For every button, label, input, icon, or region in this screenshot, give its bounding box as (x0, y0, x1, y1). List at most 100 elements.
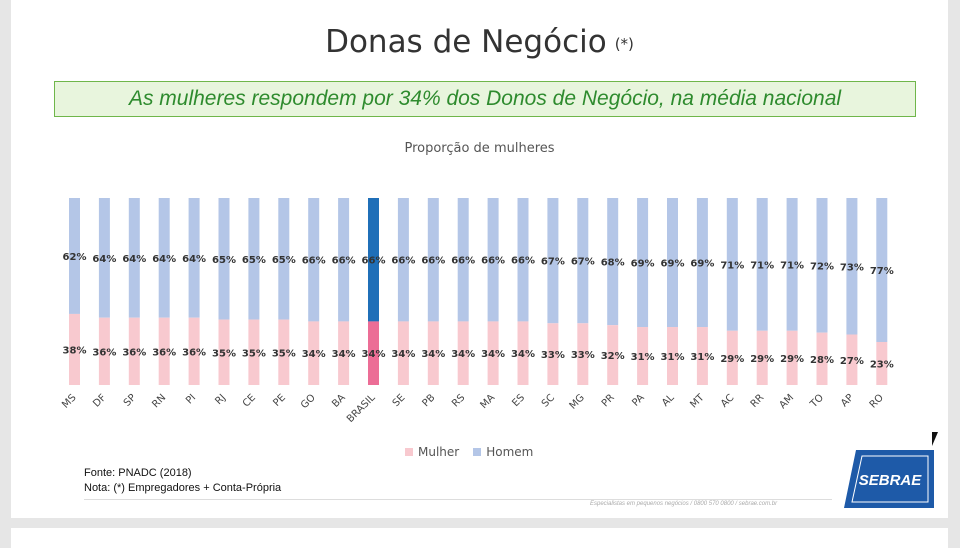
label-homem-ac: 71% (720, 260, 744, 271)
source-note: Fonte: PNADC (2018) Nota: (*) Empregador… (84, 466, 281, 496)
tick-label-ac: AC (719, 392, 736, 409)
bar-homem-pr (607, 198, 619, 326)
bar-mulher-am (786, 330, 798, 385)
label-mulher-ac: 29% (720, 354, 744, 365)
tick-label-ap: AP (839, 392, 856, 409)
tick-label-rj: RJ (213, 392, 228, 407)
bar-homem-pi (188, 198, 200, 318)
tick-label-mt: MT (688, 392, 707, 411)
label-mulher-rn: 36% (152, 347, 176, 358)
label-mulher-sp: 36% (122, 347, 146, 358)
chart-legend: Mulher Homem (405, 445, 533, 459)
bar-mulher-go (308, 321, 320, 385)
chart-title: Proporção de mulheres (404, 141, 555, 156)
tick-label-rr: RR (749, 392, 767, 410)
bar-mulher-pi (188, 317, 200, 385)
label-homem-go: 66% (302, 256, 326, 267)
bar-homem-sp (128, 198, 140, 318)
tick-label-ms: MS (60, 392, 78, 410)
tick-label-se: SE (391, 392, 408, 409)
bar-homem-se (397, 198, 409, 322)
bar-mulher-mt (696, 327, 708, 385)
tick-label-al: AL (660, 392, 677, 409)
label-mulher-pr: 32% (601, 351, 625, 362)
label-mulher-am: 29% (780, 354, 804, 365)
label-mulher-ma: 34% (481, 349, 505, 360)
label-homem-mt: 69% (690, 259, 714, 270)
label-homem-am: 71% (780, 260, 804, 271)
title-note: (*) (614, 34, 634, 53)
label-mulher-mg: 33% (571, 350, 595, 361)
bar-mulher-pa (637, 327, 649, 385)
tick-label-ba: BA (330, 392, 348, 410)
bar-mulher-to (816, 332, 828, 385)
banner-text: As mulheres respondem por 34% dos Donos … (128, 87, 842, 110)
label-homem-sp: 64% (122, 254, 146, 265)
bar-homem-rj (218, 198, 230, 320)
label-mulher-go: 34% (302, 349, 326, 360)
tick-label-pb: PB (421, 392, 438, 409)
bar-mulher-ap (846, 334, 858, 385)
bar-homem-rr (756, 198, 768, 331)
bar-homem-am (786, 198, 798, 331)
bar-homem-go (308, 198, 320, 322)
tick-label-sc: SC (540, 392, 557, 409)
legend-label-homem: Homem (486, 445, 534, 459)
label-homem-ro: 77% (870, 266, 894, 277)
label-mulher-es: 34% (511, 349, 535, 360)
tick-label-pa: PA (630, 392, 647, 409)
label-homem-pb: 66% (421, 256, 445, 267)
label-mulher-ba: 34% (332, 349, 356, 360)
label-homem-ma: 66% (481, 256, 505, 267)
tick-label-ce: CE (241, 392, 258, 409)
label-homem-se: 66% (391, 256, 415, 267)
tick-label-mg: MG (568, 392, 587, 411)
label-homem-brasil: 66% (362, 256, 386, 267)
tick-label-rn: RN (150, 392, 168, 410)
legend-label-mulher: Mulher (418, 445, 460, 459)
bar-mulher-ro (876, 341, 888, 385)
highlight-banner: As mulheres respondem por 34% dos Donos … (54, 81, 916, 117)
bar-homem-brasil (368, 198, 379, 322)
label-homem-ms: 62% (63, 252, 87, 263)
footer-contact: Especialistas em pequenos negócios / 080… (590, 501, 778, 507)
bar-homem-mg (577, 198, 589, 324)
tick-label-to: TO (808, 392, 826, 410)
label-mulher-brasil: 34% (362, 349, 386, 360)
bar-mulher-mg (577, 323, 589, 385)
bar-homem-ba (338, 198, 350, 322)
footnote-text: Nota: (*) Empregadores + Conta-Própria (84, 482, 282, 494)
tick-label-brasil: BRASIL (345, 392, 378, 425)
bar-homem-pb (427, 198, 439, 322)
label-mulher-pa: 31% (631, 352, 655, 363)
tick-label-rs: RS (450, 392, 467, 409)
bar-mulher-sc (547, 323, 559, 385)
slide-title: Donas de Negócio (*) (325, 24, 634, 60)
label-mulher-pb: 34% (421, 349, 445, 360)
bar-homem-ap (846, 198, 858, 335)
bar-homem-ma (487, 198, 499, 322)
label-homem-to: 72% (810, 261, 834, 272)
bar-mulher-ce (248, 319, 260, 385)
tick-label-es: ES (510, 392, 527, 409)
bar-mulher-rj (218, 319, 230, 385)
bar-homem-pa (637, 198, 649, 328)
bar-homem-ro (876, 198, 888, 342)
label-homem-ap: 73% (840, 262, 864, 273)
label-mulher-ro: 23% (870, 359, 894, 370)
bar-mulher-ba (338, 321, 350, 385)
bar-mulher-rs (457, 321, 469, 385)
bar-homem-ac (726, 198, 738, 331)
tick-label-ma: MA (479, 392, 498, 411)
bar-mulher-ma (487, 321, 499, 385)
label-mulher-to: 28% (810, 355, 834, 366)
label-homem-pe: 65% (272, 255, 296, 266)
tick-label-sp: SP (122, 392, 139, 409)
label-mulher-rr: 29% (750, 354, 774, 365)
bar-mulher-rr (756, 330, 768, 385)
label-mulher-pe: 35% (272, 348, 296, 359)
bar-mulher-pb (427, 321, 439, 385)
bar-homem-to (816, 198, 828, 333)
footer-divider (84, 499, 832, 500)
